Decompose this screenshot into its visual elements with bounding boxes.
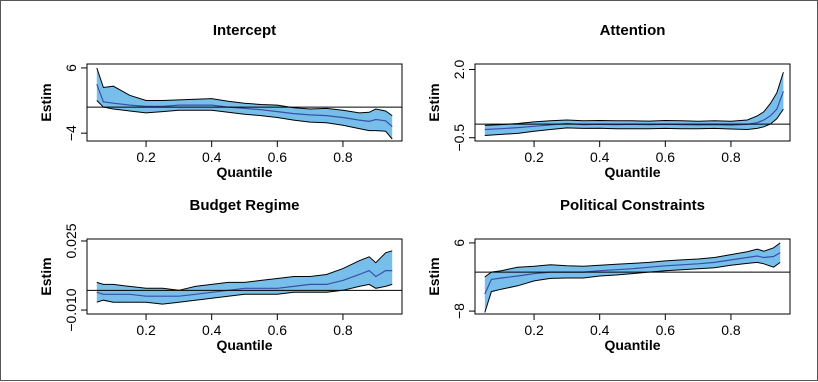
- panel-4-confidence-band: [484, 242, 781, 313]
- panel-3-title: Budget Regime: [189, 197, 299, 214]
- panel-4-x-tick-label: 0.6: [656, 322, 676, 338]
- panel-2-x-tick-label: 0.6: [656, 149, 676, 165]
- panel-4-y-tick-label: −8: [451, 303, 467, 319]
- panel-1-x-axis-label: Quantile: [216, 164, 272, 180]
- panel-2-title: Attention: [600, 22, 666, 39]
- panel-3-x-tick-label: 0.8: [333, 322, 353, 338]
- panel-1-lower-bound-line: [96, 100, 393, 140]
- panel-2-plot-box: [474, 63, 791, 142]
- panel-3-plot-box: [86, 238, 403, 315]
- panel-3-y-tick-label: 0.025: [63, 223, 79, 258]
- panel-3-estimate-line: [96, 269, 393, 297]
- panel-4-x-tick-label: 0.4: [590, 322, 610, 338]
- panel-3-x-tick-label: 0.4: [202, 322, 222, 338]
- panel-1-x-tick-label: 0.4: [202, 149, 222, 165]
- panel-4-x-tick-label: 0.8: [721, 322, 741, 338]
- panel-2-y-tick-label: −0.5: [451, 124, 467, 152]
- panel-3-x-tick-label: 0.2: [136, 322, 156, 338]
- panel-1-x-tick-label: 0.6: [268, 149, 288, 165]
- panel-3-lower-bound-line: [96, 283, 393, 305]
- panel-4-title: Political Constraints: [560, 197, 705, 214]
- panel-2-x-tick-label: 0.4: [590, 149, 610, 165]
- panel-1-y-axis-label: Estim: [38, 83, 54, 121]
- panel-4-estimate-line: [484, 252, 781, 295]
- panel-2-upper-bound-line: [484, 72, 784, 126]
- panel-2-x-tick-label: 0.8: [721, 149, 741, 165]
- panel-3-x-axis-label: Quantile: [216, 337, 272, 353]
- panel-4-y-tick-label: 6: [451, 239, 467, 247]
- panel-1-y-tick-label: 6: [63, 64, 79, 72]
- panel-4-x-tick-label: 0.2: [524, 322, 544, 338]
- panel-4-lower-bound-line: [484, 261, 781, 313]
- panel-2-y-tick-label: 2.0: [451, 60, 467, 80]
- panel-1-title: Intercept: [213, 22, 276, 39]
- panel-4-y-axis-label: Estim: [426, 257, 442, 295]
- panel-1-x-tick-label: 0.8: [333, 149, 353, 165]
- panel-4-upper-bound-line: [484, 242, 781, 278]
- panel-1-x-tick-label: 0.2: [136, 149, 156, 165]
- panel-4-plot-box: [474, 238, 791, 315]
- panel-1-y-tick-label: −4: [63, 125, 79, 141]
- panel-3-y-axis-label: Estim: [38, 257, 54, 295]
- panel-1-plot-box: [86, 63, 403, 142]
- panel-2-confidence-band: [484, 72, 784, 136]
- panel-2-x-axis-label: Quantile: [604, 164, 660, 180]
- panel-4-x-axis-label: Quantile: [604, 337, 660, 353]
- panel-2-y-axis-label: Estim: [426, 83, 442, 121]
- panel-2-x-tick-label: 0.2: [524, 149, 544, 165]
- panel-3-y-tick-label: −0.010: [63, 288, 79, 331]
- panel-3-x-tick-label: 0.6: [268, 322, 288, 338]
- panel-1-estimate-line: [96, 83, 393, 128]
- panel-1-upper-bound-line: [96, 67, 393, 117]
- panel-3-upper-bound-line: [96, 250, 393, 291]
- panel-2-lower-bound-line: [484, 108, 784, 136]
